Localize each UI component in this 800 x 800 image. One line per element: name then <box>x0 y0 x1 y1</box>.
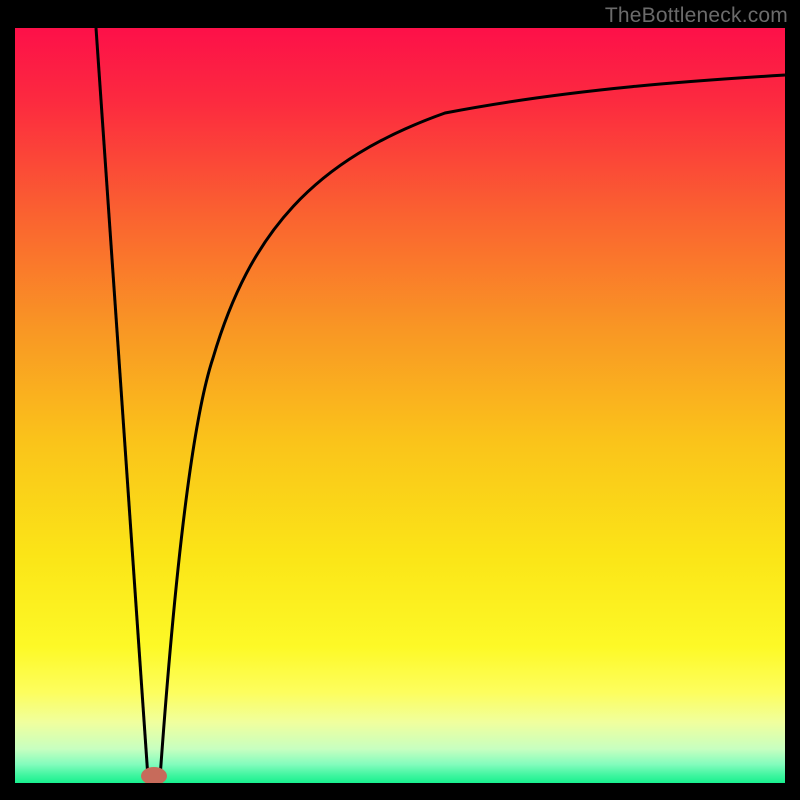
minimum-marker <box>141 767 167 783</box>
curve-left-branch <box>96 28 148 778</box>
watermark-text: TheBottleneck.com <box>605 4 788 28</box>
chart-container: TheBottleneck.com <box>0 0 800 800</box>
curve-right-branch <box>160 75 785 778</box>
bottleneck-curve <box>15 28 785 783</box>
plot-area <box>15 28 785 783</box>
